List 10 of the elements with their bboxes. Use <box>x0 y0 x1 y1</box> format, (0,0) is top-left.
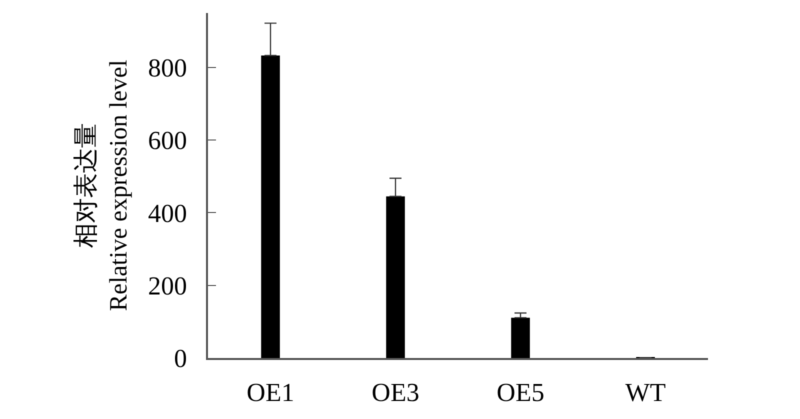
x-tick-label: OE1 <box>246 378 294 407</box>
x-tick-label: OE5 <box>496 378 544 407</box>
y-tick-label: 200 <box>148 271 188 300</box>
y-tick-label: 400 <box>148 198 188 228</box>
y-tick-label: 600 <box>148 126 188 156</box>
x-tick-label: OE3 <box>372 378 420 407</box>
y-tick-label: 0 <box>174 344 188 374</box>
y-tick-label: 800 <box>148 54 188 83</box>
x-tick-label: WT <box>625 378 666 407</box>
y-axis-title: 相对表达量 Relative expression level <box>72 60 132 312</box>
